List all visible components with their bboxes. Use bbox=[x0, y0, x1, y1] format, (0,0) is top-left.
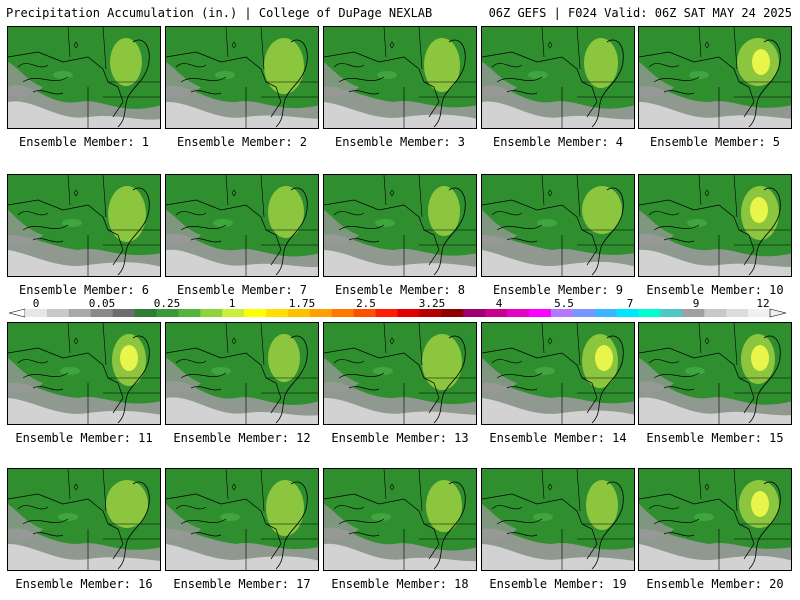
legend-color-swatch bbox=[90, 309, 114, 317]
legend-color-swatch bbox=[178, 309, 201, 317]
ensemble-member-label: Ensemble Member: 5 bbox=[649, 135, 781, 149]
ensemble-member-label: Ensemble Member: 8 bbox=[334, 283, 466, 297]
legend-color-swatch bbox=[572, 309, 596, 317]
legend-color-swatch bbox=[463, 309, 486, 317]
legend-color-swatch bbox=[660, 309, 683, 317]
model-valid-time: 06Z GEFS | F024 Valid: 06Z SAT MAY 24 20… bbox=[488, 6, 792, 20]
ensemble-member-label: Ensemble Member: 16 bbox=[15, 577, 153, 591]
legend-tick-label: 0.05 bbox=[88, 297, 116, 310]
legend-color-swatch bbox=[287, 309, 311, 317]
legend-tick-label: 5.5 bbox=[554, 297, 574, 310]
ensemble-member-map bbox=[638, 322, 792, 425]
ensemble-member-map bbox=[481, 468, 635, 571]
ensemble-member-map bbox=[323, 468, 477, 571]
legend-tick-label: 12 bbox=[756, 297, 770, 310]
ensemble-member-label: Ensemble Member: 15 bbox=[646, 431, 784, 445]
legend-color-swatch bbox=[726, 309, 749, 317]
ensemble-member-map bbox=[481, 322, 635, 425]
legend-color-swatch bbox=[507, 309, 530, 317]
ensemble-member-label: Ensemble Member: 20 bbox=[646, 577, 784, 591]
ensemble-member-label: Ensemble Member: 13 bbox=[331, 431, 469, 445]
legend-color-swatch bbox=[156, 309, 179, 317]
ensemble-member-label: Ensemble Member: 12 bbox=[173, 431, 311, 445]
legend-color-swatch bbox=[748, 309, 771, 317]
legend-color-swatch bbox=[46, 309, 70, 317]
legend-color-swatch bbox=[682, 309, 705, 317]
legend-color-swatch bbox=[594, 309, 618, 317]
ensemble-member-label: Ensemble Member: 10 bbox=[646, 283, 784, 297]
ensemble-member-map bbox=[7, 468, 161, 571]
legend-color-swatch bbox=[616, 309, 640, 317]
legend-color-swatch bbox=[266, 309, 289, 317]
ensemble-member-map bbox=[638, 174, 792, 277]
ensemble-member-label: Ensemble Member: 7 bbox=[176, 283, 308, 297]
ensemble-member-map bbox=[638, 26, 792, 129]
legend-tick-label: 0 bbox=[32, 297, 40, 310]
ensemble-member-map bbox=[165, 174, 319, 277]
legend-color-swatch bbox=[353, 309, 377, 317]
ensemble-member-label: Ensemble Member: 14 bbox=[489, 431, 627, 445]
legend-color-swatch bbox=[419, 309, 442, 317]
ensemble-member-label: Ensemble Member: 9 bbox=[492, 283, 624, 297]
ensemble-member-map bbox=[165, 322, 319, 425]
product-title: Precipitation Accumulation (in.) | Colle… bbox=[6, 6, 433, 20]
legend-tick-label: 2.5 bbox=[356, 297, 376, 310]
legend-color-swatch bbox=[244, 309, 267, 317]
ensemble-member-map bbox=[165, 26, 319, 129]
ensemble-member-label: Ensemble Member: 4 bbox=[492, 135, 624, 149]
legend-color-swatch bbox=[375, 309, 398, 317]
legend-color-swatch bbox=[441, 309, 464, 317]
ensemble-member-map bbox=[323, 174, 477, 277]
legend-tick-label: 3.25 bbox=[418, 297, 446, 310]
ensemble-member-label: Ensemble Member: 6 bbox=[18, 283, 150, 297]
legend-tick-label: 7 bbox=[626, 297, 634, 310]
legend-color-swatch bbox=[331, 309, 355, 317]
legend-color-swatch bbox=[550, 309, 574, 317]
legend-tick-label: 1.75 bbox=[288, 297, 316, 310]
legend-color-swatch bbox=[309, 309, 333, 317]
legend-underflow-arrow bbox=[8, 308, 26, 318]
ensemble-member-map bbox=[323, 26, 477, 129]
legend-tick-label: 4 bbox=[495, 297, 503, 310]
legend-color-swatch bbox=[397, 309, 420, 317]
ensemble-member-map bbox=[481, 26, 635, 129]
ensemble-member-label: Ensemble Member: 11 bbox=[15, 431, 153, 445]
legend-color-swatch bbox=[485, 309, 508, 317]
ensemble-member-map bbox=[7, 174, 161, 277]
legend-tick-label: 0.25 bbox=[153, 297, 181, 310]
legend-color-swatch bbox=[134, 309, 157, 317]
ensemble-member-label: Ensemble Member: 2 bbox=[176, 135, 308, 149]
legend-color-swatch bbox=[112, 309, 136, 317]
ensemble-member-label: Ensemble Member: 1 bbox=[18, 135, 150, 149]
ensemble-member-map bbox=[165, 468, 319, 571]
legend-color-swatch bbox=[638, 309, 661, 317]
ensemble-member-map bbox=[7, 322, 161, 425]
ensemble-member-label: Ensemble Member: 19 bbox=[489, 577, 627, 591]
precip-color-legend bbox=[8, 308, 787, 318]
legend-overflow-arrow bbox=[769, 308, 787, 318]
legend-color-swatch bbox=[200, 309, 223, 317]
legend-color-swatch bbox=[68, 309, 92, 317]
legend-tick-label: 1 bbox=[228, 297, 236, 310]
legend-color-swatch bbox=[528, 309, 552, 317]
legend-color-swatch bbox=[222, 309, 245, 317]
ensemble-member-map bbox=[638, 468, 792, 571]
ensemble-member-label: Ensemble Member: 18 bbox=[331, 577, 469, 591]
legend-color-swatch bbox=[25, 309, 48, 317]
ensemble-member-map bbox=[7, 26, 161, 129]
ensemble-member-map bbox=[323, 322, 477, 425]
legend-color-swatch bbox=[704, 309, 727, 317]
ensemble-member-label: Ensemble Member: 17 bbox=[173, 577, 311, 591]
ensemble-member-label: Ensemble Member: 3 bbox=[334, 135, 466, 149]
ensemble-member-map bbox=[481, 174, 635, 277]
legend-tick-label: 9 bbox=[692, 297, 700, 310]
